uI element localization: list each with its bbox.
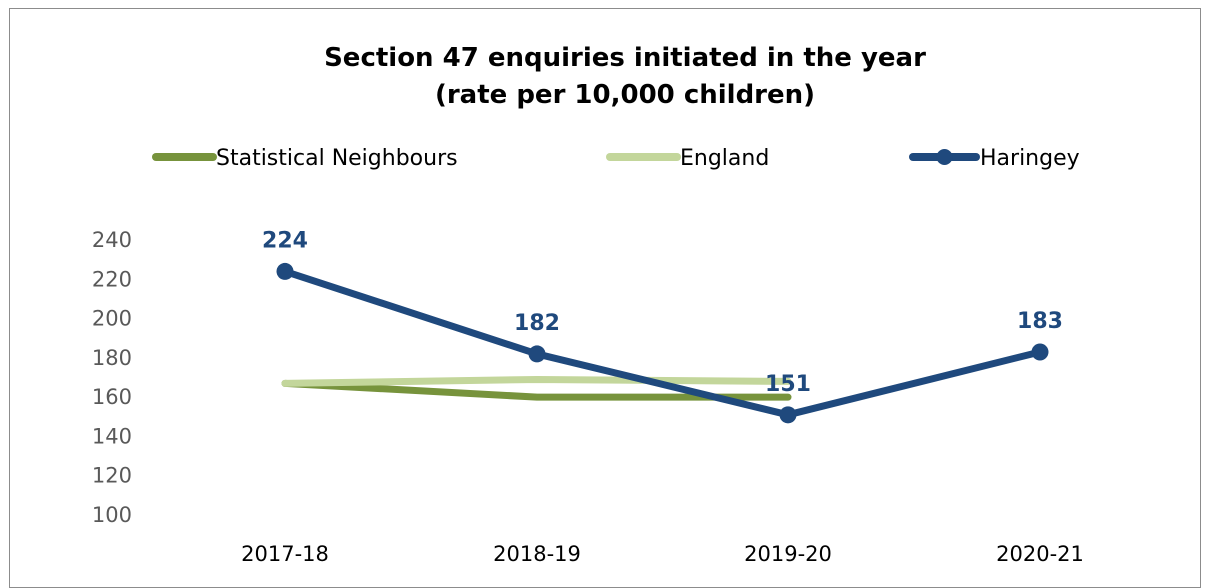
series-line-haringey [281,267,1044,419]
point-haringey-2018-19 [528,345,546,363]
point-haringey-2019-20 [779,406,797,424]
y-tick-label-220: 220 [92,267,132,291]
legend-england: England [606,146,769,171]
y-axis: 100 120 140 160 180 200 220 240 [92,228,132,527]
chart-frame [9,8,1201,588]
series-layer [276,262,1049,424]
x-tick-label-2019-20: 2019-20 [744,542,832,566]
legend-haringey: Haringey [909,146,1080,171]
legend-england-label: England [680,146,769,171]
y-tick-label-240: 240 [92,228,132,252]
data-label-haringey-2020-21: 183 [1017,309,1063,334]
legend-haringey-marker [936,149,953,165]
legend-statistical-neighbours-label: Statistical Neighbours [216,146,458,171]
chart-title: Section 47 enquiries initiated in the ye… [0,40,1211,114]
point-haringey-2020-21 [1031,343,1049,361]
y-tick-label-140: 140 [92,424,132,448]
data-labels: 224 182 151 183 [262,228,1063,396]
point-haringey-2017-18 [276,262,294,280]
x-tick-label-2018-19: 2018-19 [493,542,581,566]
chart-title-line1: Section 47 enquiries initiated in the ye… [324,43,926,73]
data-label-haringey-2018-19: 182 [514,311,560,336]
legend-statistical-neighbours: Statistical Neighbours [152,146,458,171]
y-tick-label-200: 200 [92,307,132,331]
legend-haringey-label: Haringey [980,146,1080,171]
legend: Statistical Neighbours England Haringey [152,146,1080,171]
y-tick-label-100: 100 [92,503,132,527]
data-label-haringey-2019-20: 151 [765,372,811,397]
x-axis: 2017-18 2018-19 2019-20 2020-21 [241,542,1084,566]
data-label-haringey-2017-18: 224 [262,228,308,253]
y-tick-label-120: 120 [92,464,132,488]
y-tick-label-180: 180 [92,346,132,370]
series-line-england [281,375,792,387]
x-tick-label-2017-18: 2017-18 [241,542,329,566]
x-tick-label-2020-21: 2020-21 [996,542,1084,566]
y-tick-label-160: 160 [92,385,132,409]
chart-subtitle: (rate per 10,000 children) [434,80,816,110]
